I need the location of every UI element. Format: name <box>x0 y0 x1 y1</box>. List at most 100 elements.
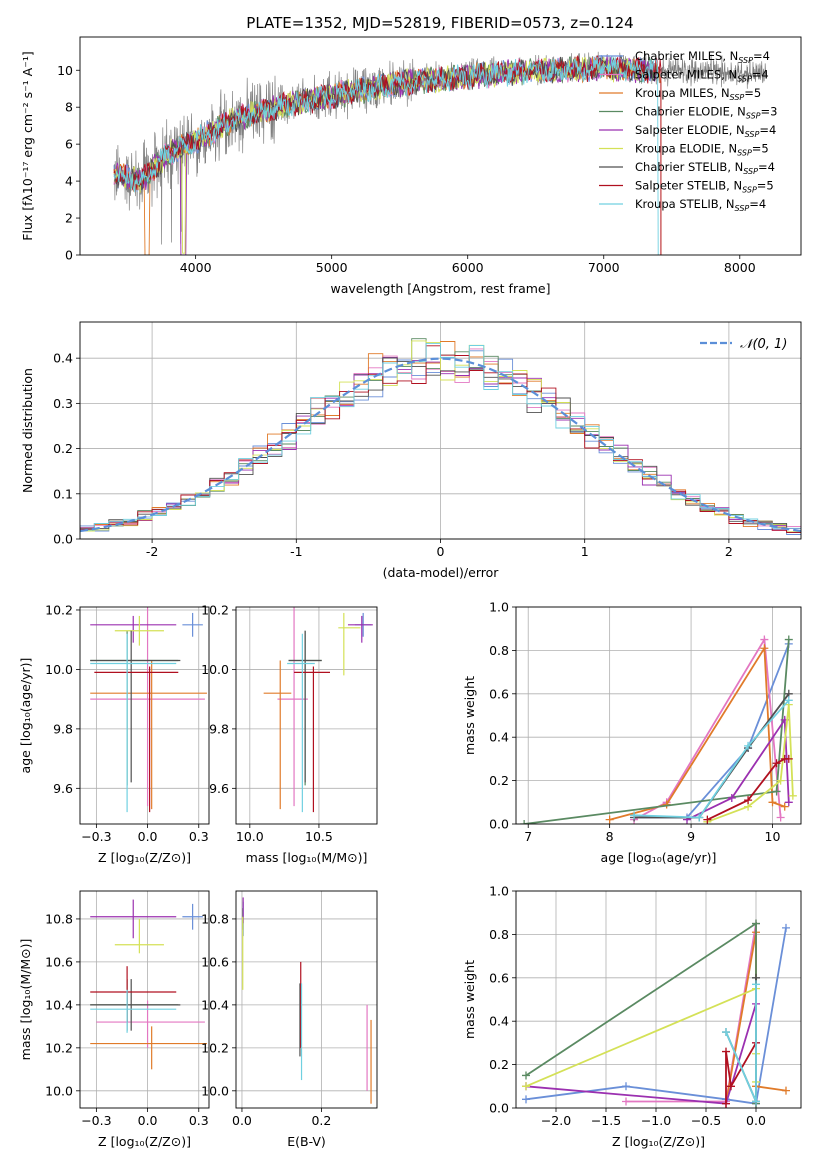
histogram-8 <box>80 343 801 539</box>
tick-label-y: 0.4 <box>489 730 509 745</box>
tick-label-y: 9.6 <box>53 781 73 796</box>
weight-marker <box>722 1047 730 1056</box>
weight-marker <box>703 815 712 824</box>
errorbar-point-3 <box>90 630 179 786</box>
panel-spectrum: 4000 5000 6000 7000 8000 0 2 4 6 8 10 wavelength [A… <box>20 36 802 296</box>
tick-label-x: 10.5 <box>305 829 333 844</box>
tick-label-y: 0.2 <box>489 773 509 788</box>
errorbar-point-1 <box>90 607 205 807</box>
tick-label-x: −1.5 <box>591 1113 621 1128</box>
weight-marker <box>522 1095 530 1104</box>
tick-label-y: 0.6 <box>489 970 509 985</box>
tick-label-x: 10 <box>765 829 781 844</box>
tick-label-y: 6 <box>65 137 73 152</box>
tick-label-y: 1.0 <box>489 600 509 615</box>
x-axis-label: Z [log₁₀(Z/Z⊙)] <box>98 850 191 865</box>
tick-label-y: 10.2 <box>45 602 73 617</box>
tick-label-y: 9.8 <box>209 721 229 736</box>
tick-label-x: 0.3 <box>189 829 209 844</box>
errorbar-point-1 <box>96 1000 205 1048</box>
weight-marker <box>722 1028 730 1037</box>
tick-label-x: −0.3 <box>81 829 111 844</box>
weight-marker <box>722 1099 730 1108</box>
tick-label-y: 0.4 <box>489 1014 509 1029</box>
tick-label-x: -2 <box>146 544 158 559</box>
x-axis-label: E(B-V) <box>287 1134 326 1149</box>
tick-label-x: −1.0 <box>641 1113 671 1128</box>
errorbar-point-7 <box>90 966 177 1023</box>
plot-area <box>242 897 372 1104</box>
tick-label-x: 0.0 <box>232 1113 252 1128</box>
weight-marker <box>768 798 777 807</box>
tick-label-y: 1.0 <box>489 884 509 899</box>
panel-age-vs-mass: 10.0 10.5 9.6 9.8 10.0 10.2 mass [log₁₀(M/M⊙)] <box>201 602 378 865</box>
tick-label-y: 10 <box>57 63 73 78</box>
tick-label-x: 5000 <box>316 260 348 275</box>
errorbar-point-4 <box>90 899 177 939</box>
weight-marker <box>784 696 793 705</box>
axes-frame <box>515 606 802 825</box>
weight-series-5 <box>525 987 757 1088</box>
y-axis-label: mass weight <box>462 676 477 755</box>
weight-series-8 <box>634 699 790 819</box>
figure-title: PLATE=1352, MJD=52819, FIBERID=0573, z=0… <box>246 14 633 32</box>
x-axis-label: (data-model)/error <box>383 565 500 580</box>
errorbar-point-5 <box>114 918 164 954</box>
errorbar-point-8 <box>90 989 177 1033</box>
weight-marker <box>522 1071 530 1080</box>
errorbar-point-2 <box>263 660 292 810</box>
weight-marker <box>630 811 639 820</box>
panel-mass-vs-Z: −0.3 0.0 0.3 10.0 10.2 10.4 10.6 10.8 Z [log₁₀(Z… <box>18 890 210 1149</box>
tick-label-x: 7 <box>524 829 532 844</box>
legend-entry-0: Chabrier MILES, NSSP=4 <box>635 49 770 65</box>
weight-marker <box>695 813 704 822</box>
errorbar-point-1 <box>277 607 308 807</box>
weight-marker <box>752 1097 760 1106</box>
tick-label-y: 9.6 <box>209 781 229 796</box>
weight-marker <box>744 796 753 805</box>
x-axis-label: Z [log₁₀(Z/Z⊙)] <box>98 1134 191 1149</box>
tick-label-x: 8 <box>606 829 614 844</box>
weight-marker <box>782 923 790 932</box>
tick-label-y: 0.2 <box>53 441 73 456</box>
tick-label-y: 10.4 <box>45 997 73 1012</box>
tick-label-x: −0.3 <box>81 1113 111 1128</box>
legend-entry-8: Kroupa STELIB, NSSP=4 <box>635 197 766 213</box>
tick-label-x: 0.3 <box>189 1113 209 1128</box>
tick-label-x: 4000 <box>180 260 212 275</box>
weight-marker <box>605 815 614 824</box>
legend-entry-1: Salpeter MILES, NSSP=4 <box>635 68 769 84</box>
weight-marker <box>752 919 760 928</box>
tick-label-y: 10.0 <box>201 662 229 677</box>
axes-frame <box>235 890 378 1109</box>
weight-series-3 <box>523 639 790 824</box>
weight-marker <box>522 1082 530 1091</box>
tick-label-x: 0.0 <box>138 829 158 844</box>
tick-label-x: −0.5 <box>691 1113 721 1128</box>
errorbar-point-8 <box>90 633 177 813</box>
x-axis-label: Z [log₁₀(Z/Z⊙)] <box>612 1134 705 1149</box>
weight-marker <box>782 1086 790 1095</box>
tick-label-y: 10.2 <box>201 602 229 617</box>
tick-label-y: 0.3 <box>53 396 73 411</box>
x-axis-label: wavelength [Angstrom, rest frame] <box>330 281 550 296</box>
tick-label-y: 0.8 <box>489 643 509 658</box>
legend-entry-7: Salpeter STELIB, NSSP=5 <box>635 179 774 195</box>
tick-label-x: 6000 <box>452 260 484 275</box>
tick-label-y: 10.0 <box>45 662 73 677</box>
tick-label-x: 0 <box>437 544 445 559</box>
x-axis-label: age [log₁₀(age/yr)] <box>601 850 717 865</box>
tick-label-y: 10.2 <box>201 1040 229 1055</box>
tick-label-y: 0.0 <box>489 1101 509 1116</box>
weight-marker <box>727 1082 735 1091</box>
tick-label-x: 7000 <box>588 260 620 275</box>
weight-marker <box>780 802 789 811</box>
errorbar-point-8 <box>287 633 315 813</box>
plot-area <box>520 635 797 824</box>
panel-weight-vs-Z: −2.0 −1.5 −1.0 −0.5 0.0 0.0 0.2 0.4 0.6 0.8 1.0 Z [… <box>462 884 802 1149</box>
tick-label-y: 8 <box>65 100 73 115</box>
axes-frame <box>515 890 802 1109</box>
errorbar-point-0 <box>182 612 203 637</box>
gaussian-curve <box>80 357 801 533</box>
